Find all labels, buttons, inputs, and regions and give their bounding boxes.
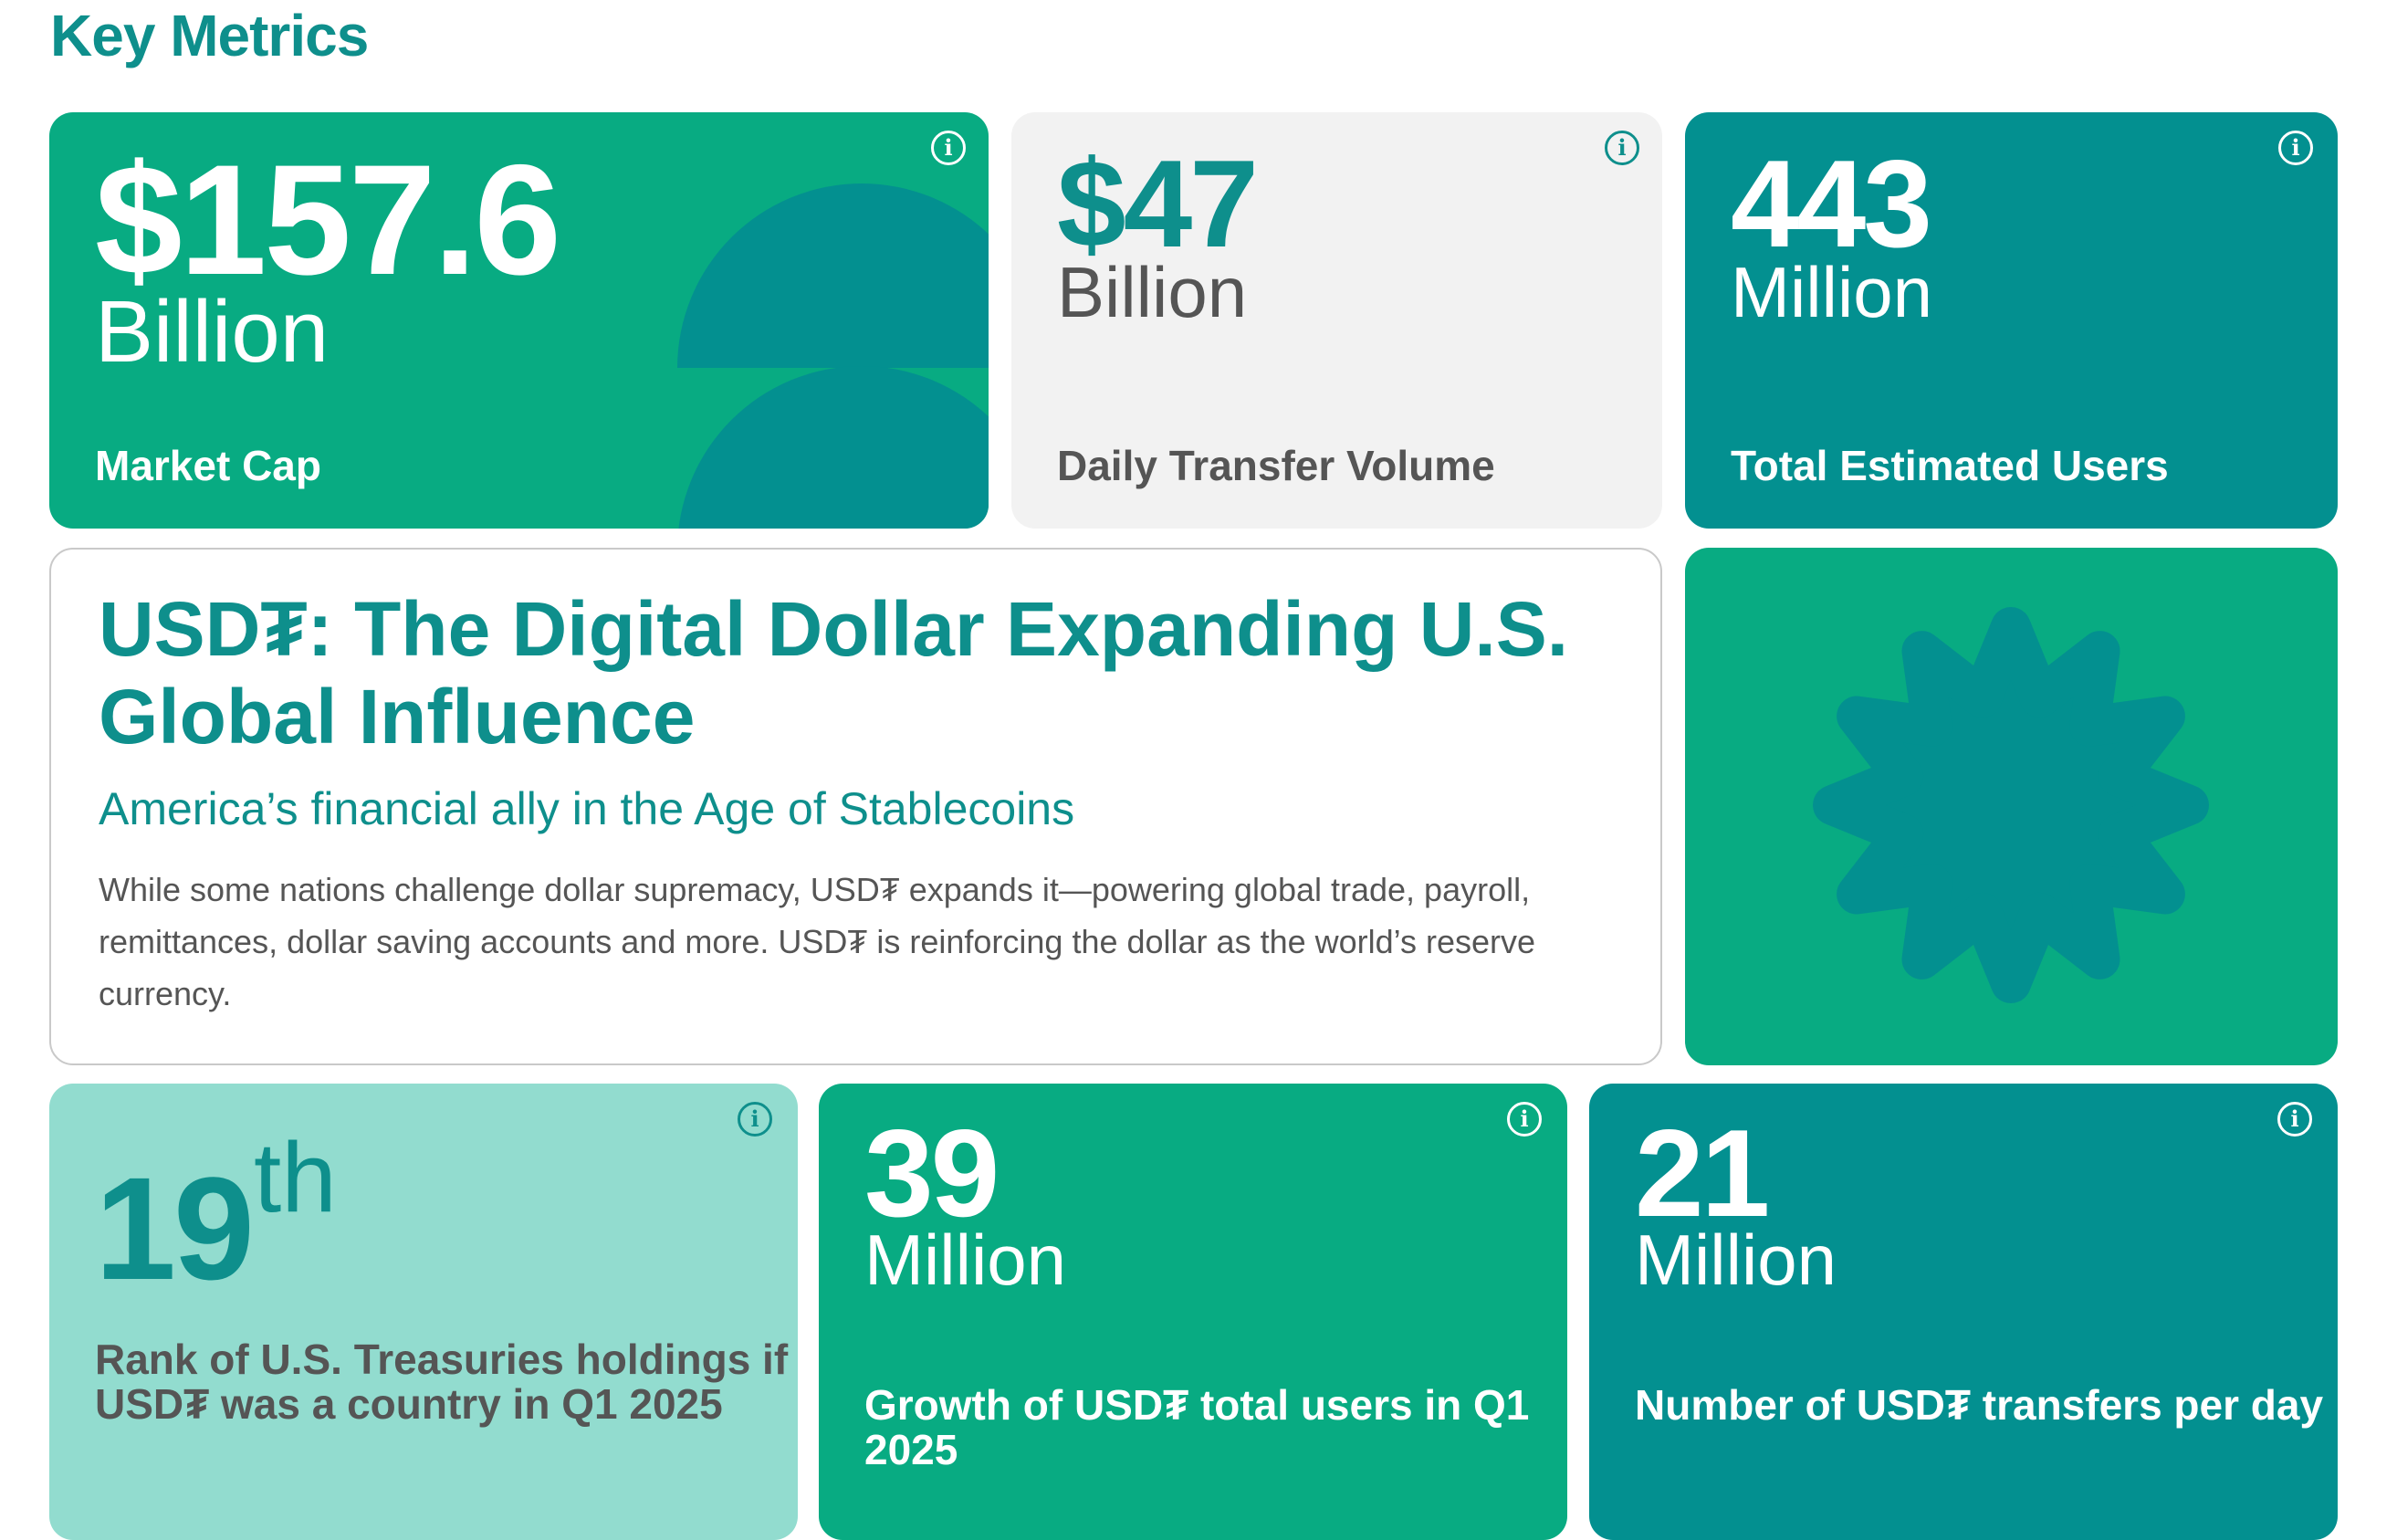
treasury-rank-suffix: th [253, 1123, 337, 1233]
transfers-value: 21 [1635, 1104, 1770, 1242]
market-cap-label: Market Cap [95, 442, 321, 489]
info-icon[interactable]: i [1605, 131, 1639, 165]
daily-volume-card: i $47 Billion Daily Transfer Volume [1011, 112, 1662, 529]
transfers-unit: Million [1635, 1220, 1837, 1300]
user-growth-label: Growth of USD₮ total users in Q1 2025 [864, 1381, 1530, 1473]
total-users-card: i 443 Million Total Estimated Users [1685, 112, 2338, 529]
info-icon[interactable]: i [931, 131, 966, 165]
hero-body: While some nations challenge dollar supr… [99, 871, 1536, 1012]
market-cap-value: $157.6 [95, 132, 561, 308]
info-icon[interactable]: i [2277, 1102, 2312, 1137]
daily-volume-value: $47 [1057, 134, 1259, 273]
transfers-card: i 21 Million Number of USD₮ transfers pe… [1589, 1084, 2338, 1540]
total-users-unit: Million [1731, 252, 1933, 332]
market-cap-card: i $157.6 Billion Market Cap [49, 112, 989, 529]
treasury-rank-value: 19th [95, 1128, 337, 1302]
hero-subtitle: America’s financial ally in the Age of S… [99, 783, 1075, 834]
user-growth-value: 39 [864, 1104, 1000, 1242]
hero-title: USD₮: The Digital Dollar Expanding U.S. … [99, 586, 1569, 760]
info-icon[interactable]: i [2278, 131, 2313, 165]
hero-card: USD₮: The Digital Dollar Expanding U.S. … [49, 548, 1662, 1065]
user-growth-card: i 39 Million Growth of USD₮ total users … [819, 1084, 1567, 1540]
market-cap-unit: Billion [95, 283, 330, 381]
daily-volume-label: Daily Transfer Volume [1057, 442, 1495, 489]
info-icon[interactable]: i [1507, 1102, 1542, 1137]
transfers-label: Number of USD₮ transfers per day [1635, 1381, 2324, 1429]
decorative-card [1685, 548, 2338, 1065]
treasury-rank-card: i 19th Rank of U.S. Treasuries holdings … [49, 1084, 798, 1540]
info-icon[interactable]: i [738, 1102, 772, 1137]
starburst-decoration [1813, 607, 2209, 1003]
treasury-rank-label: Rank of U.S. Treasuries holdings if USD₮… [95, 1336, 789, 1428]
page-title: Key Metrics [50, 3, 369, 68]
daily-volume-unit: Billion [1057, 252, 1248, 332]
treasury-rank-number: 19 [95, 1146, 255, 1310]
user-growth-unit: Million [864, 1220, 1067, 1300]
half-circle-decoration [677, 183, 989, 529]
total-users-label: Total Estimated Users [1731, 442, 2169, 489]
total-users-value: 443 [1731, 134, 1932, 273]
